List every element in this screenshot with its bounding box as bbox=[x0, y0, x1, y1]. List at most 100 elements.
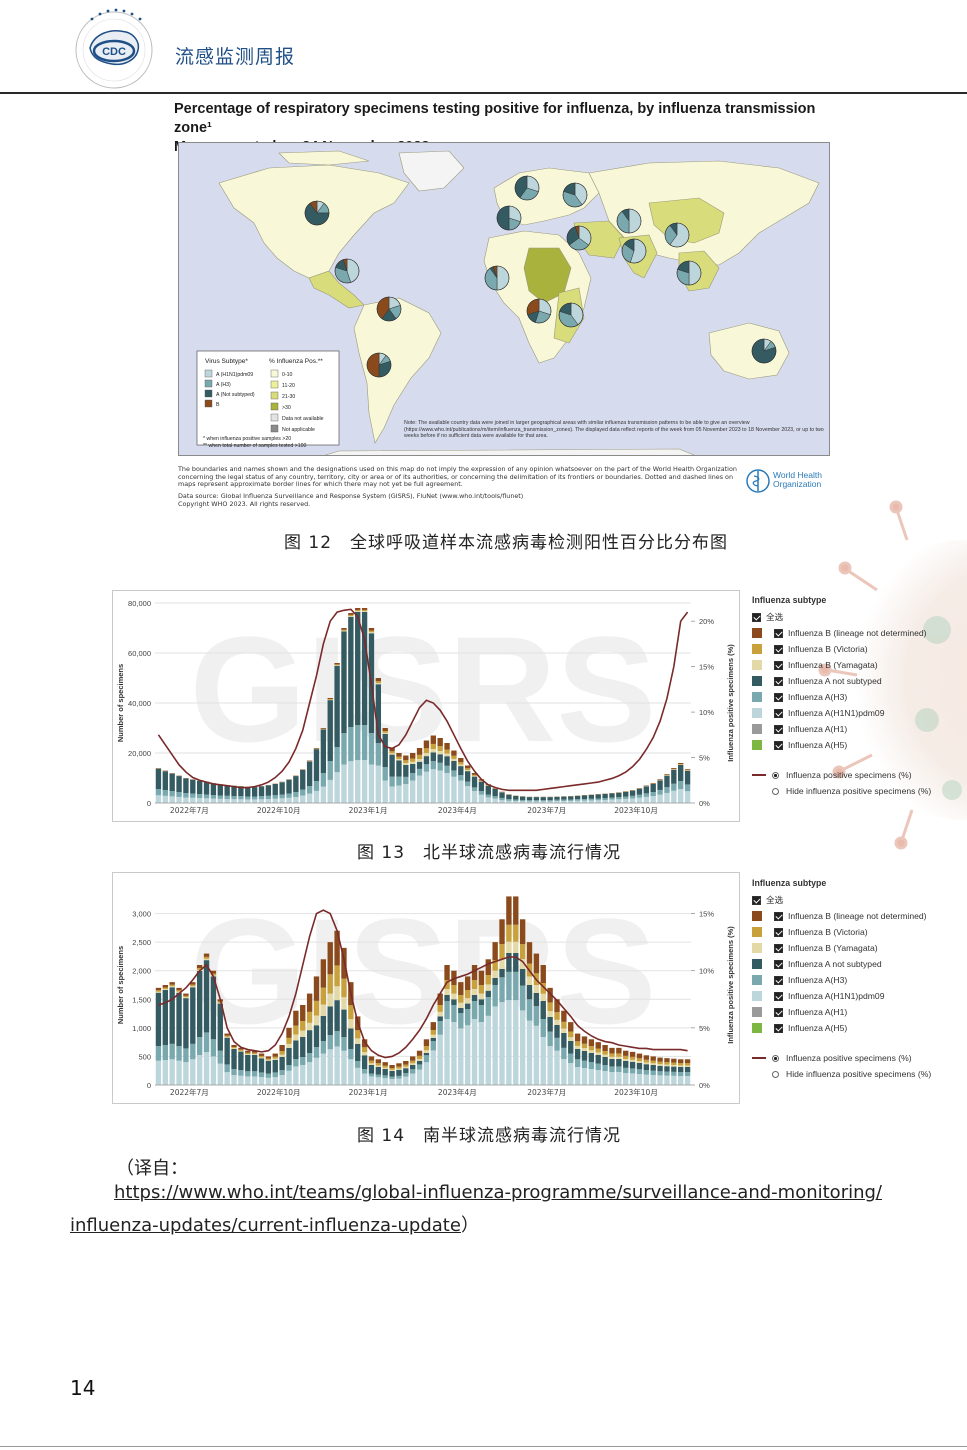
checkbox-icon[interactable] bbox=[774, 724, 783, 734]
bar-segment-a-h3 bbox=[334, 1031, 340, 1047]
legend-select-all[interactable]: 全选 bbox=[752, 892, 934, 908]
checkbox-icon[interactable] bbox=[774, 991, 783, 1001]
checkbox-icon[interactable] bbox=[774, 692, 783, 702]
checkbox-icon[interactable] bbox=[774, 975, 783, 985]
checkbox-icon[interactable] bbox=[774, 1007, 783, 1017]
checkbox-icon[interactable] bbox=[774, 740, 783, 750]
legend-item[interactable]: Influenza A(H1N1)pdm09 bbox=[752, 705, 934, 721]
bar-segment-a-h3 bbox=[609, 1066, 615, 1072]
bar-segment-b-victoria bbox=[657, 1061, 663, 1065]
bar-segment-b-yamagata bbox=[162, 989, 168, 990]
virus-illustration-icon bbox=[818, 500, 967, 850]
legend-show-line[interactable]: Influenza positive specimens (%) bbox=[752, 767, 934, 783]
legend-show-line[interactable]: Influenza positive specimens (%) bbox=[752, 1050, 934, 1066]
bar-segment-b-victoria bbox=[684, 1063, 691, 1066]
legend-hide-line[interactable]: Hide influenza positive specimens (%) bbox=[752, 783, 934, 799]
bar-segment-a-h3 bbox=[471, 1001, 478, 1019]
checkbox-icon[interactable] bbox=[752, 895, 761, 905]
bar-segment-a-h1n1 bbox=[382, 780, 388, 803]
bar-segment-a-h3 bbox=[238, 1070, 244, 1076]
radio-unselected-icon[interactable] bbox=[772, 1070, 779, 1078]
bar-segment-b-lineage bbox=[423, 740, 430, 749]
legend-item[interactable]: Influenza B (Victoria) bbox=[752, 641, 934, 657]
bar-segment-a-h1n1 bbox=[554, 1050, 560, 1085]
bar-segment-a-not-subtyped bbox=[251, 787, 258, 797]
bar-segment-a-not-subtyped bbox=[334, 665, 340, 747]
legend-swatch bbox=[752, 628, 762, 638]
bar-segment-b-victoria bbox=[595, 1048, 601, 1053]
bar-segment-a-not-subtyped bbox=[286, 779, 292, 794]
who-logo: World Health Organization bbox=[745, 468, 845, 494]
legend-select-all[interactable]: 全选 bbox=[752, 609, 934, 625]
legend-item[interactable]: Influenza A(H3) bbox=[752, 689, 934, 705]
checkbox-icon[interactable] bbox=[774, 959, 783, 969]
legend-hide-line[interactable]: Hide influenza positive specimens (%) bbox=[752, 1066, 934, 1082]
checkbox-icon[interactable] bbox=[774, 943, 783, 953]
legend-item[interactable]: Influenza A(H3) bbox=[752, 972, 934, 988]
legend-item[interactable]: Influenza B (Yamagata) bbox=[752, 657, 934, 673]
bar-segment-b-yamagata bbox=[403, 1066, 409, 1069]
legend-item[interactable]: Influenza A not subtyped bbox=[752, 673, 934, 689]
bar-segment-a-h1n1 bbox=[389, 786, 395, 803]
legend-item[interactable]: Influenza A(H1N1)pdm09 bbox=[752, 988, 934, 1004]
bar-segment-a-h1n1 bbox=[258, 1077, 265, 1085]
checkbox-icon[interactable] bbox=[774, 1023, 783, 1033]
bar-segment-a-h3 bbox=[382, 1075, 388, 1079]
map-legend-swatch bbox=[204, 369, 213, 378]
bar-segment-a-h1n1 bbox=[217, 1063, 223, 1085]
checkbox-icon[interactable] bbox=[774, 927, 783, 937]
legend-item[interactable]: Influenza B (lineage not determined) bbox=[752, 908, 934, 924]
radio-selected-icon[interactable] bbox=[772, 771, 779, 779]
source-url-line1[interactable]: https://www.who.int/teams/global-influen… bbox=[114, 1182, 882, 1203]
checkbox-icon[interactable] bbox=[774, 644, 783, 654]
bar-segment-a-not-subtyped bbox=[203, 960, 210, 1033]
bar-segment-a-not-subtyped bbox=[458, 1007, 464, 1013]
bar-segment-a-h1n1 bbox=[506, 800, 512, 803]
bar-segment-b-yamagata bbox=[423, 753, 430, 757]
legend-item[interactable]: Influenza A not subtyped bbox=[752, 956, 934, 972]
bar-segment-a-not-subtyped bbox=[609, 793, 615, 798]
legend-item[interactable]: Influenza B (lineage not determined) bbox=[752, 625, 934, 641]
checkbox-icon[interactable] bbox=[774, 628, 783, 638]
bar-segment-b-lineage bbox=[368, 628, 375, 631]
bar-segment-a-h3 bbox=[526, 999, 533, 1021]
legend-item[interactable]: Influenza A(H5) bbox=[752, 1020, 934, 1036]
legend-item[interactable]: Influenza A(H1) bbox=[752, 1004, 934, 1020]
bar-segment-a-not-subtyped bbox=[183, 778, 189, 793]
legend-item[interactable]: Influenza B (Yamagata) bbox=[752, 940, 934, 956]
bar-segment-b-lineage bbox=[471, 965, 478, 980]
bar-segment-a-h3 bbox=[464, 1009, 471, 1026]
bar-segment-b-victoria bbox=[396, 756, 402, 759]
map-legend-swatch bbox=[270, 402, 279, 411]
legend-item[interactable]: Influenza A(H5) bbox=[752, 737, 934, 753]
bar-segment-a-h3 bbox=[245, 1071, 251, 1077]
checkbox-icon[interactable] bbox=[774, 911, 783, 921]
bar-segment-a-h1n1 bbox=[183, 1062, 189, 1085]
bar-segment-b-lineage bbox=[657, 1057, 663, 1062]
bar-segment-a-not-subtyped bbox=[540, 1001, 546, 1019]
bar-segment-a-h1n1 bbox=[382, 1078, 388, 1085]
bar-segment-a-not-subtyped bbox=[464, 1003, 471, 1009]
bar-segment-a-not-subtyped bbox=[623, 791, 629, 797]
checkbox-icon[interactable] bbox=[752, 612, 761, 622]
y-tick-label: 1,000 bbox=[132, 1024, 151, 1033]
bar-segment-a-h1n1 bbox=[540, 1037, 546, 1085]
checkbox-icon[interactable] bbox=[774, 708, 783, 718]
bar-segment-a-h3 bbox=[464, 781, 471, 787]
radio-unselected-icon[interactable] bbox=[772, 787, 779, 795]
bar-segment-a-h1n1 bbox=[444, 1019, 450, 1085]
checkbox-icon[interactable] bbox=[774, 676, 783, 686]
bar-segment-a-h1n1 bbox=[650, 796, 656, 803]
radio-selected-icon[interactable] bbox=[772, 1054, 779, 1062]
bar-segment-a-h1n1 bbox=[574, 1067, 581, 1085]
legend-item-label: Influenza B (Yamagata) bbox=[788, 943, 878, 953]
source-url-line2[interactable]: influenza-updates/current-influenza-upda… bbox=[70, 1215, 461, 1236]
map-legend-swatch bbox=[204, 379, 213, 388]
pie-chart bbox=[496, 205, 522, 231]
legend-item[interactable]: Influenza B (Victoria) bbox=[752, 924, 934, 940]
bar-segment-a-h3 bbox=[533, 1006, 540, 1026]
bar-segment-b-victoria bbox=[176, 990, 182, 992]
checkbox-icon[interactable] bbox=[774, 660, 783, 670]
bar-segment-a-not-subtyped bbox=[588, 1053, 595, 1063]
legend-item[interactable]: Influenza A(H1) bbox=[752, 721, 934, 737]
